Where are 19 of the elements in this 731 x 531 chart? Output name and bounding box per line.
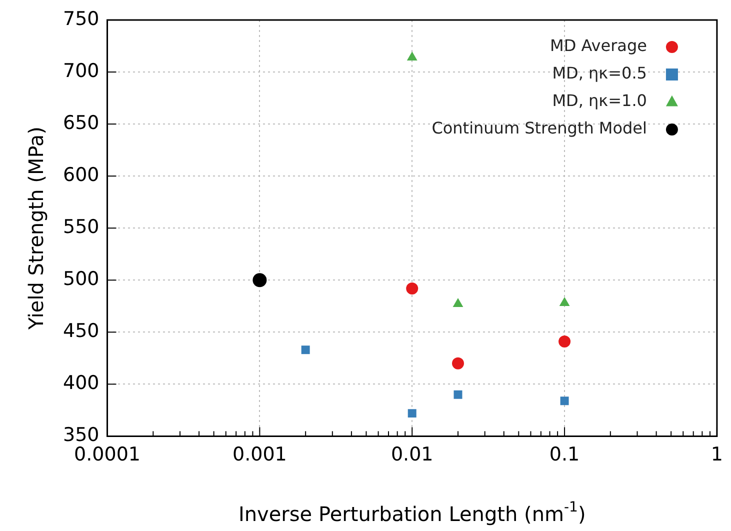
- legend-label: MD, ηκ=0.5: [552, 64, 647, 83]
- y-tick-label: 750: [63, 8, 100, 30]
- y-tick-label: 500: [63, 268, 100, 290]
- y-tick-label: 350: [63, 424, 100, 446]
- x-tick-label: 0.1: [549, 444, 580, 466]
- legend-label: MD, ηκ=1.0: [552, 91, 647, 110]
- y-tick-label: 400: [63, 372, 100, 394]
- x-tick-label: 0.001: [232, 444, 287, 466]
- x-tick-label: 0.01: [390, 444, 434, 466]
- y-tick-label: 450: [63, 320, 100, 342]
- y-tick-label: 700: [63, 60, 100, 82]
- legend-label: Continuum Strength Model: [432, 118, 647, 138]
- legend-label: MD Average: [550, 36, 647, 56]
- y-tick-label: 600: [63, 164, 100, 186]
- y-tick-label: 550: [63, 216, 100, 238]
- y-tick-label: 650: [63, 112, 100, 134]
- y-axis-title: Yield Strength (MPa): [24, 126, 48, 331]
- x-tick-label: 0.0001: [74, 444, 141, 466]
- x-tick-label: 1: [710, 444, 724, 466]
